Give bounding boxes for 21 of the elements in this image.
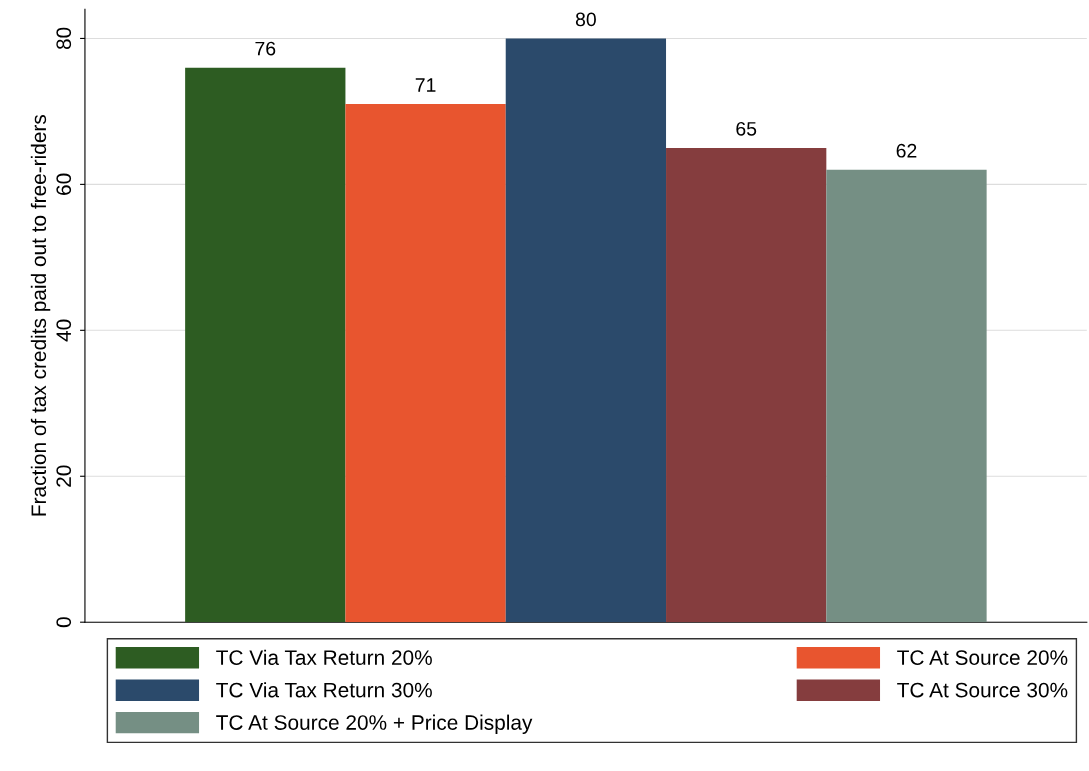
data-label: 62	[896, 143, 917, 158]
legend-label: TC At Source 30%	[897, 682, 1068, 698]
y-tick-label: 60	[56, 173, 72, 195]
y-tick-label: 20	[56, 465, 72, 487]
data-label: 76	[255, 41, 276, 56]
y-axis-title: Fraction of tax credits paid out to free-riders	[30, 114, 51, 516]
bar	[345, 104, 506, 623]
y-tick-label: 80	[56, 27, 72, 50]
bar	[505, 38, 667, 623]
bar	[826, 169, 987, 623]
bar	[666, 147, 827, 623]
y-tick-label: 0	[56, 617, 72, 628]
data-label: 65	[736, 121, 757, 136]
bar	[185, 67, 346, 623]
legend-label: TC At Source 20%	[897, 650, 1068, 665]
data-label: 80	[575, 12, 596, 27]
y-tick-label: 40	[56, 319, 72, 342]
legend-label: TC At Source 20% + Price Display	[216, 714, 533, 734]
legend-label: TC Via Tax Return 30%	[216, 682, 432, 698]
data-label: 71	[415, 78, 436, 92]
legend-label: TC Via Tax Return 20%	[216, 649, 432, 665]
